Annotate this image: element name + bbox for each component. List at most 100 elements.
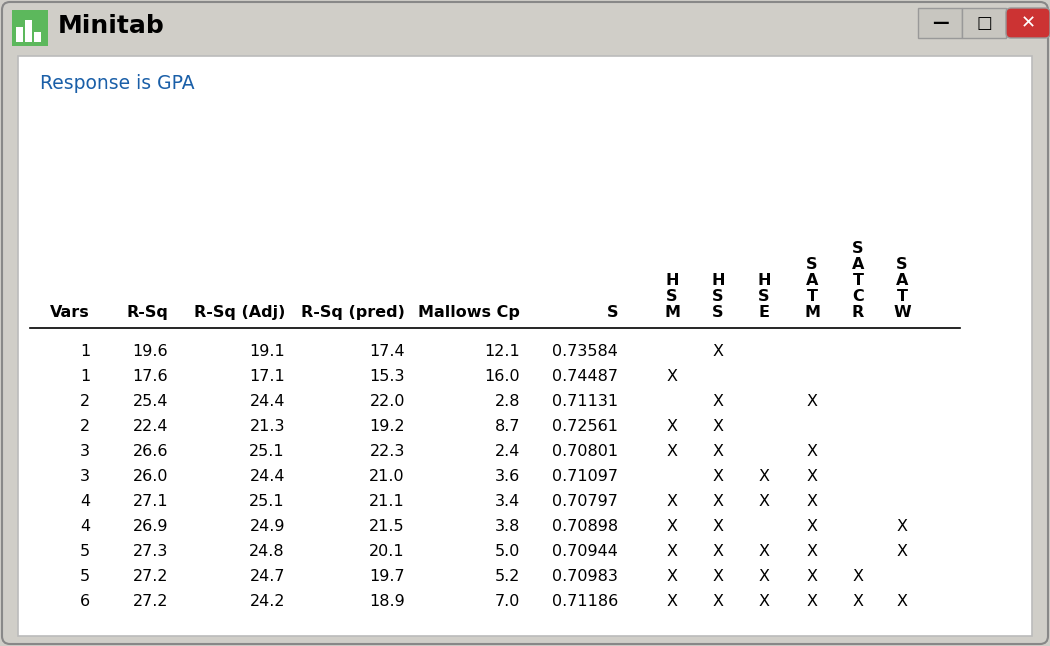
- Text: 25.1: 25.1: [250, 444, 285, 459]
- Text: X: X: [897, 544, 907, 559]
- Text: X: X: [667, 569, 677, 584]
- Text: R-Sq (Adj): R-Sq (Adj): [193, 305, 285, 320]
- Text: X: X: [667, 444, 677, 459]
- Text: H: H: [666, 273, 678, 288]
- Text: 4: 4: [80, 494, 90, 509]
- Text: 24.4: 24.4: [250, 394, 285, 409]
- Text: S: S: [712, 289, 723, 304]
- Text: X: X: [667, 494, 677, 509]
- Text: 27.1: 27.1: [132, 494, 168, 509]
- Text: Vars: Vars: [50, 305, 90, 320]
- Text: X: X: [667, 594, 677, 609]
- Text: 2: 2: [80, 419, 90, 434]
- Text: 15.3: 15.3: [370, 369, 405, 384]
- Text: Response is GPA: Response is GPA: [40, 74, 194, 93]
- Text: X: X: [713, 494, 723, 509]
- Text: X: X: [853, 594, 863, 609]
- Text: ✕: ✕: [1021, 14, 1035, 32]
- Text: X: X: [713, 594, 723, 609]
- FancyBboxPatch shape: [962, 8, 1006, 38]
- Text: 21.3: 21.3: [250, 419, 285, 434]
- Text: X: X: [758, 494, 770, 509]
- Text: 21.0: 21.0: [370, 469, 405, 484]
- Text: X: X: [758, 594, 770, 609]
- Text: X: X: [806, 494, 818, 509]
- Text: 12.1: 12.1: [484, 344, 520, 359]
- Text: 0.74487: 0.74487: [552, 369, 618, 384]
- Text: 2.8: 2.8: [495, 394, 520, 409]
- Text: 24.4: 24.4: [250, 469, 285, 484]
- Text: X: X: [806, 594, 818, 609]
- Text: X: X: [806, 444, 818, 459]
- Text: 0.73584: 0.73584: [552, 344, 618, 359]
- Text: X: X: [897, 594, 907, 609]
- Text: 5.0: 5.0: [495, 544, 520, 559]
- Text: 18.9: 18.9: [370, 594, 405, 609]
- Text: H: H: [711, 273, 724, 288]
- Text: 17.6: 17.6: [132, 369, 168, 384]
- Text: 27.3: 27.3: [132, 544, 168, 559]
- Text: 24.9: 24.9: [250, 519, 285, 534]
- FancyBboxPatch shape: [12, 10, 48, 46]
- Text: W: W: [894, 305, 910, 320]
- Text: 25.1: 25.1: [250, 494, 285, 509]
- Text: 26.6: 26.6: [132, 444, 168, 459]
- Text: 19.1: 19.1: [249, 344, 285, 359]
- Text: 26.9: 26.9: [132, 519, 168, 534]
- Text: S: S: [853, 241, 864, 256]
- Text: 3: 3: [80, 444, 90, 459]
- Text: 0.71097: 0.71097: [552, 469, 618, 484]
- Text: S: S: [667, 289, 677, 304]
- Text: 0.72561: 0.72561: [552, 419, 618, 434]
- Text: 21.5: 21.5: [370, 519, 405, 534]
- Bar: [34, 32, 41, 42]
- Text: X: X: [806, 519, 818, 534]
- Text: 0.70797: 0.70797: [552, 494, 618, 509]
- Text: 1: 1: [80, 344, 90, 359]
- Text: R: R: [852, 305, 864, 320]
- Bar: [16, 27, 23, 42]
- Text: T: T: [806, 289, 818, 304]
- Text: 0.70944: 0.70944: [552, 544, 618, 559]
- Text: 27.2: 27.2: [132, 569, 168, 584]
- Text: 8.7: 8.7: [495, 419, 520, 434]
- Text: 0.70983: 0.70983: [552, 569, 618, 584]
- Text: X: X: [806, 544, 818, 559]
- FancyBboxPatch shape: [918, 8, 962, 38]
- Text: 6: 6: [80, 594, 90, 609]
- Text: 0.71131: 0.71131: [552, 394, 618, 409]
- Text: 3: 3: [80, 469, 90, 484]
- Text: X: X: [758, 544, 770, 559]
- Text: X: X: [713, 419, 723, 434]
- Text: X: X: [806, 569, 818, 584]
- Text: 2: 2: [80, 394, 90, 409]
- Text: 17.1: 17.1: [249, 369, 285, 384]
- Text: 22.0: 22.0: [370, 394, 405, 409]
- Text: X: X: [758, 469, 770, 484]
- Text: X: X: [667, 369, 677, 384]
- Text: A: A: [805, 273, 818, 288]
- Text: X: X: [667, 544, 677, 559]
- Text: 21.1: 21.1: [370, 494, 405, 509]
- Text: 3.4: 3.4: [495, 494, 520, 509]
- Text: T: T: [853, 273, 863, 288]
- Text: 19.7: 19.7: [370, 569, 405, 584]
- Text: 4: 4: [80, 519, 90, 534]
- Text: X: X: [853, 569, 863, 584]
- Text: 17.4: 17.4: [370, 344, 405, 359]
- Text: □: □: [976, 14, 992, 32]
- Text: 0.70898: 0.70898: [552, 519, 618, 534]
- Text: 1: 1: [80, 369, 90, 384]
- Text: 16.0: 16.0: [484, 369, 520, 384]
- Bar: [25, 20, 31, 42]
- FancyBboxPatch shape: [18, 56, 1032, 636]
- Text: 19.2: 19.2: [370, 419, 405, 434]
- Text: 7.0: 7.0: [495, 594, 520, 609]
- Text: S: S: [607, 305, 618, 320]
- Text: 24.8: 24.8: [250, 544, 285, 559]
- Text: A: A: [852, 257, 864, 272]
- Text: 24.2: 24.2: [250, 594, 285, 609]
- Text: 24.7: 24.7: [250, 569, 285, 584]
- Text: —: —: [931, 14, 948, 32]
- Text: X: X: [713, 394, 723, 409]
